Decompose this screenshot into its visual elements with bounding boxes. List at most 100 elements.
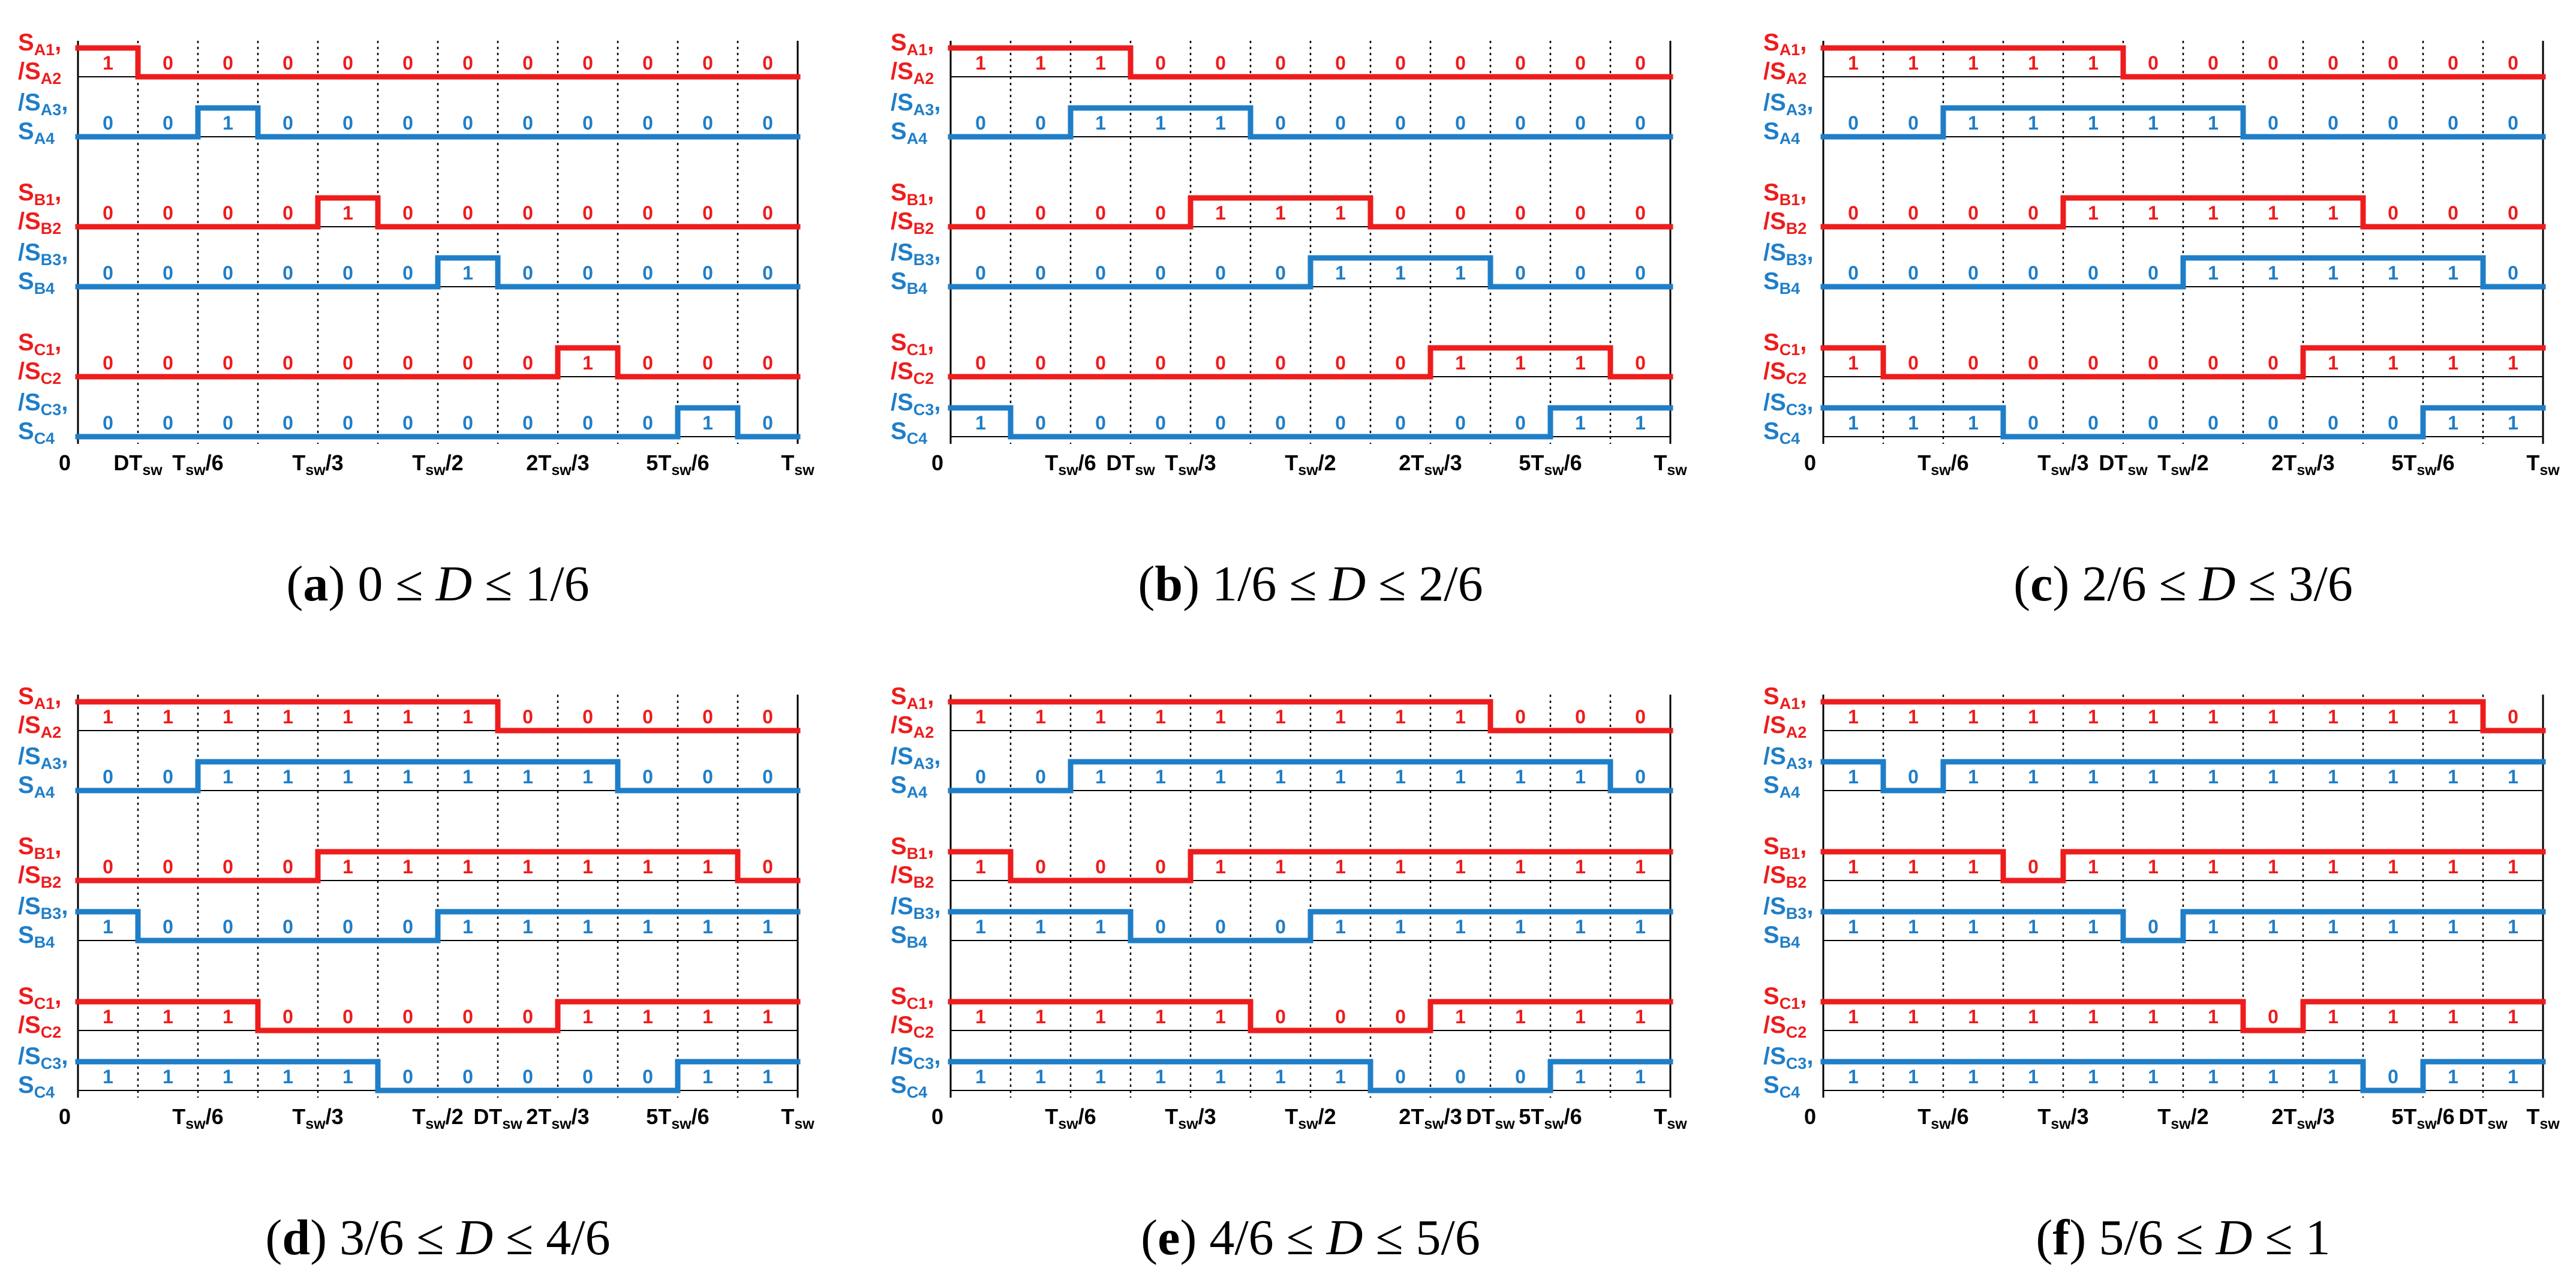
row-label-lower: /SC2 (891, 358, 934, 387)
time-tick-label: 5Tsw/6 (646, 450, 709, 479)
state-value: 1 (223, 706, 233, 728)
state-value: 1 (2508, 766, 2518, 788)
state-value: 1 (582, 856, 593, 878)
waveform-row-3: 0 0 0 0 1 0 0 0 0 0 0 0 SB1,/SB2 (18, 179, 801, 238)
state-value: 1 (762, 1006, 773, 1027)
state-value: 0 (1035, 766, 1046, 788)
waveform-row-5: 0 0 0 0 0 0 0 0 1 1 1 0 SC1,/SC2 (891, 329, 1673, 387)
state-value: 1 (2448, 412, 2458, 434)
state-value: 0 (1635, 202, 1646, 224)
row-label-lower: /SB2 (891, 862, 934, 891)
state-value: 1 (2148, 202, 2159, 224)
state-value: 1 (1395, 706, 1406, 728)
state-value: 1 (2508, 1066, 2518, 1087)
time-tick-label: 2Tsw/3 (2271, 450, 2334, 479)
state-value: 1 (462, 706, 473, 728)
state-value: 0 (2508, 112, 2518, 134)
state-value: 0 (2148, 262, 2159, 284)
state-value: 0 (1515, 412, 1526, 434)
state-value: 1 (223, 766, 233, 788)
waveform-trace (948, 45, 1673, 80)
state-value: 1 (1335, 706, 1346, 728)
time-tick-label: 5Tsw/6 (1519, 1104, 1582, 1132)
state-value: 0 (1908, 262, 1919, 284)
state-value: 1 (1215, 856, 1226, 878)
waveform-trace (75, 999, 801, 1033)
timing-diagram-e: 1 1 1 1 1 1 1 1 1 0 0 0 SA1,/SA2 0 0 1 1 1 1 1 1 1 1 1 0/SA3,SA4… (891, 683, 1687, 1132)
state-value: 1 (975, 856, 986, 878)
state-value: 0 (103, 262, 113, 284)
state-value: 1 (1275, 1066, 1286, 1087)
state-value: 1 (1455, 766, 1466, 788)
state-value: 0 (2148, 52, 2159, 74)
row-label-lower: /SB2 (18, 208, 61, 238)
time-tick-label: Tsw/2 (412, 1104, 463, 1132)
timing-diagram-d: 1 1 1 1 1 1 1 0 0 0 0 0 SA1,/SA2 0 0 1 1 1 1 1 1 1 0 0 0/SA3,SA4… (18, 683, 814, 1132)
state-value: 0 (2328, 112, 2338, 134)
state-value: 0 (342, 1006, 353, 1027)
state-value: 0 (1335, 112, 1346, 134)
waveform-trace (1820, 909, 2546, 944)
state-value: 0 (702, 262, 713, 284)
state-value: 1 (282, 766, 293, 788)
state-value: 1 (342, 706, 353, 728)
state-value: 0 (402, 112, 413, 134)
caption-c: (c) 2/6 ≤ D ≤ 3/6 (2013, 556, 2353, 612)
state-value: 0 (163, 112, 173, 134)
state-value: 0 (1455, 202, 1466, 224)
state-value: 0 (2268, 112, 2279, 134)
state-value: 1 (2208, 262, 2219, 284)
row-label-upper: SA1, (18, 683, 61, 713)
state-value: 1 (2028, 1066, 2039, 1087)
waveform-row-4: 1 1 1 0 0 0 1 1 1 1 1 1/SB3,SB4 (891, 893, 1673, 951)
state-value: 0 (1035, 412, 1046, 434)
state-value: 1 (2328, 202, 2338, 224)
state-value: 1 (2268, 202, 2279, 224)
state-value: 1 (2028, 1006, 2039, 1027)
time-tick-label: Tsw/3 (292, 1104, 343, 1132)
state-value: 1 (702, 856, 713, 878)
state-value: 1 (975, 916, 986, 938)
state-value: 1 (1515, 1006, 1526, 1027)
state-value: 0 (762, 766, 773, 788)
state-value: 0 (223, 856, 233, 878)
state-value: 1 (1575, 856, 1586, 878)
state-value: 0 (282, 352, 293, 374)
state-value: 0 (582, 262, 593, 284)
state-value: 1 (2088, 1066, 2099, 1087)
state-value: 0 (1095, 352, 1106, 374)
state-value: 0 (402, 412, 413, 434)
state-value: 0 (1848, 262, 1859, 284)
state-value: 1 (1095, 706, 1106, 728)
state-value: 0 (702, 202, 713, 224)
state-value: 0 (1155, 52, 1166, 74)
state-value: 1 (1968, 412, 1979, 434)
state-value: 0 (1155, 202, 1166, 224)
state-value: 0 (1215, 262, 1226, 284)
state-value: 0 (762, 352, 773, 374)
state-value: 1 (2508, 856, 2518, 878)
row-label-lower: /SB2 (18, 862, 61, 891)
state-value: 1 (1575, 352, 1586, 374)
state-value: 0 (1455, 1066, 1466, 1087)
waveform-trace (948, 105, 1673, 140)
state-value: 1 (1848, 856, 1859, 878)
state-value: 1 (2148, 706, 2159, 728)
row-label-upper: /SC3, (891, 389, 940, 419)
time-tick-label: Tsw/6 (172, 450, 223, 479)
state-value: 1 (762, 916, 773, 938)
row-label-upper: /SB3, (891, 239, 940, 269)
state-value: 1 (2508, 352, 2518, 374)
state-value: 1 (282, 1066, 293, 1087)
state-value: 0 (402, 52, 413, 74)
waveform-trace (75, 255, 801, 290)
time-tick-label: Tsw/6 (1045, 450, 1096, 479)
state-value: 0 (163, 52, 173, 74)
state-value: 1 (2028, 766, 2039, 788)
state-value: 0 (762, 52, 773, 74)
row-label-upper: /SB3, (18, 893, 68, 923)
state-value: 0 (282, 202, 293, 224)
state-value: 0 (163, 202, 173, 224)
state-value: 0 (1095, 202, 1106, 224)
state-value: 0 (1515, 202, 1526, 224)
